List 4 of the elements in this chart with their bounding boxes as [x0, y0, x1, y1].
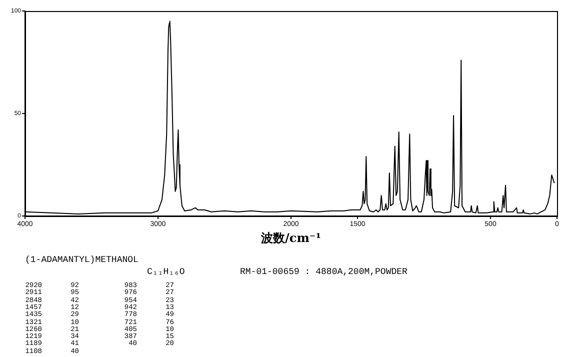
text: C₁₁H₁₆O [147, 267, 185, 277]
text: RM-01-00659 : 4880A,200M,POWDER [240, 267, 408, 277]
x-axis-title: 波数/cm⁻¹ [260, 230, 321, 245]
text: (1-ADAMANTYL)METHANOL [25, 255, 138, 265]
